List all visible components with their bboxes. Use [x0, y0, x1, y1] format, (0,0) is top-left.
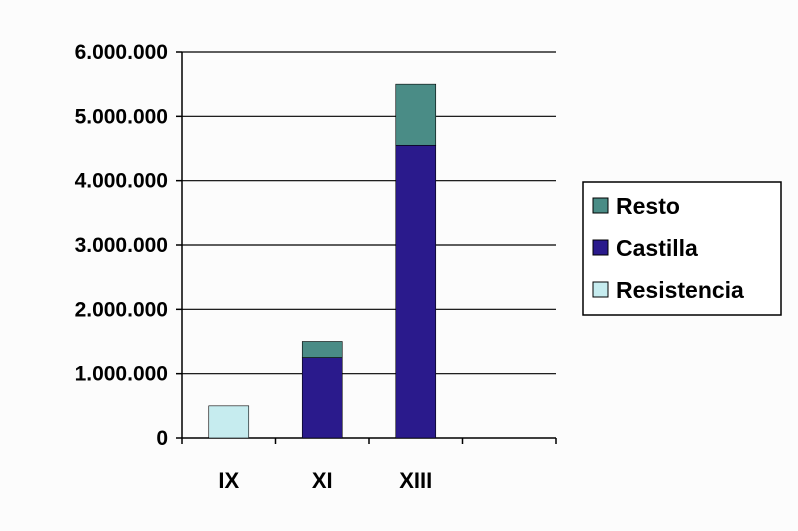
- legend-label-resistencia: Resistencia: [616, 277, 744, 303]
- x-tick-label: IX: [218, 468, 239, 493]
- legend-swatch-resistencia: [592, 281, 609, 298]
- y-tick-label: 1.000.000: [75, 363, 168, 386]
- legend-label-castilla: Castilla: [616, 235, 698, 261]
- y-tick-label: 4.000.000: [75, 170, 168, 193]
- legend-label-resto: Resto: [616, 193, 680, 219]
- bar-castilla-xi: [301, 357, 343, 439]
- legend-swatch-castilla: [592, 239, 609, 256]
- y-tick-label: 5.000.000: [75, 105, 168, 128]
- legend-swatch-resto: [592, 197, 609, 214]
- legend-box: [582, 181, 782, 316]
- bar-resto-xi: [301, 341, 343, 358]
- bar-castilla-xiii: [395, 144, 437, 439]
- y-tick-label: 6.000.000: [75, 41, 168, 64]
- x-tick-label: XIII: [399, 468, 432, 493]
- y-tick-label: 2.000.000: [75, 298, 168, 321]
- y-tick-label: 3.000.000: [75, 234, 168, 257]
- y-tick-label: 0: [156, 427, 168, 450]
- x-tick-label: XI: [312, 468, 333, 493]
- bar-resto-xiii: [395, 83, 437, 146]
- bar-resistencia-ix: [208, 405, 250, 439]
